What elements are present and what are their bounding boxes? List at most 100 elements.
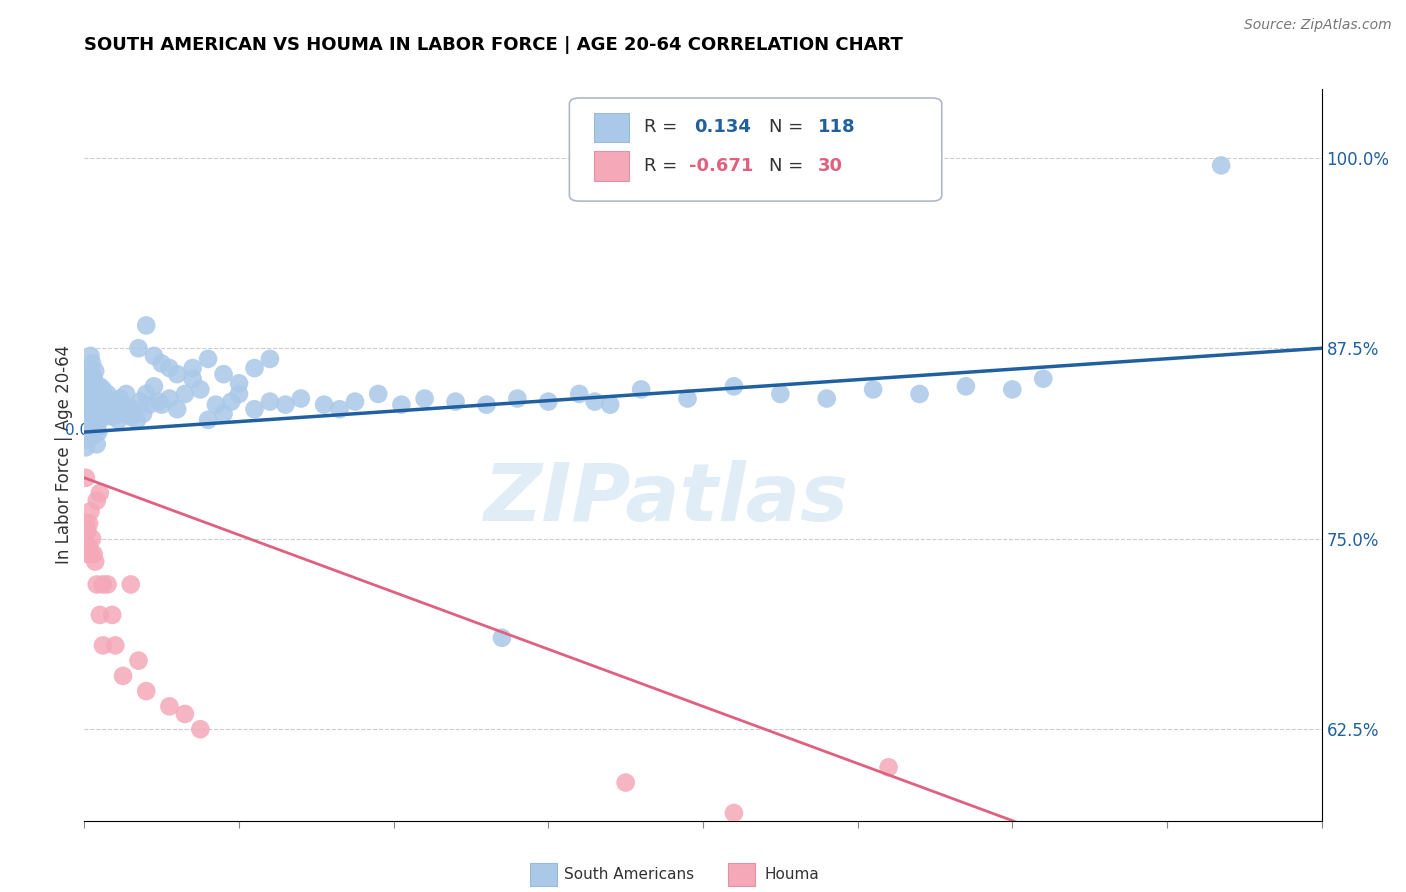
Text: 0.0%: 0.0% xyxy=(65,424,104,439)
Point xyxy=(955,379,977,393)
Point xyxy=(77,383,100,397)
Point xyxy=(125,413,148,427)
Text: R =: R = xyxy=(644,157,682,175)
Point xyxy=(76,547,98,561)
Point xyxy=(314,398,336,412)
Point xyxy=(84,364,107,378)
Point xyxy=(89,607,111,622)
Point xyxy=(83,372,105,386)
Point xyxy=(506,392,529,406)
Point xyxy=(97,577,120,591)
Point xyxy=(100,402,122,417)
Point xyxy=(101,607,124,622)
Point xyxy=(91,383,114,397)
Point xyxy=(188,722,212,736)
Point xyxy=(221,394,243,409)
Point xyxy=(82,409,104,424)
Text: ZIPatlas: ZIPatlas xyxy=(484,459,848,538)
Point xyxy=(79,394,101,409)
Point xyxy=(89,379,111,393)
Point xyxy=(90,407,112,421)
Point xyxy=(112,398,135,412)
Point xyxy=(391,398,413,412)
Point xyxy=(91,402,114,417)
Point xyxy=(75,440,97,454)
Point xyxy=(228,387,250,401)
Point xyxy=(599,398,621,412)
Point xyxy=(143,349,166,363)
Point xyxy=(159,361,181,376)
Point xyxy=(76,433,98,447)
Point xyxy=(82,367,104,381)
Point xyxy=(128,341,150,355)
Point xyxy=(86,379,108,393)
Point xyxy=(94,398,117,412)
Point xyxy=(79,375,101,389)
Point xyxy=(98,394,121,409)
Text: 118: 118 xyxy=(818,119,856,136)
Point xyxy=(135,318,157,333)
Point xyxy=(769,387,792,401)
Point xyxy=(87,407,110,421)
Point xyxy=(77,425,100,439)
Point xyxy=(135,684,157,698)
Point xyxy=(143,379,166,393)
Point xyxy=(83,547,105,561)
Point xyxy=(83,407,105,421)
Point xyxy=(112,669,135,683)
Point xyxy=(630,383,652,397)
Point xyxy=(205,398,228,412)
Point xyxy=(77,361,100,376)
Point xyxy=(166,367,188,381)
Point xyxy=(75,471,97,485)
Point xyxy=(159,699,181,714)
Point xyxy=(815,392,838,406)
Point xyxy=(105,407,128,421)
Point xyxy=(97,407,120,421)
Point xyxy=(82,390,104,404)
Point xyxy=(79,504,101,518)
Point xyxy=(274,398,297,412)
Point xyxy=(344,394,367,409)
Point xyxy=(475,398,498,412)
Point xyxy=(128,654,150,668)
Point xyxy=(166,402,188,417)
Point xyxy=(77,516,100,531)
Point xyxy=(76,387,98,401)
Point xyxy=(87,387,110,401)
Point xyxy=(1032,372,1054,386)
Text: South Americans: South Americans xyxy=(564,867,695,882)
Point xyxy=(150,356,173,370)
Point xyxy=(84,398,107,412)
Point xyxy=(243,402,266,417)
Point xyxy=(82,532,104,546)
Point xyxy=(148,394,170,409)
Point xyxy=(89,486,111,500)
Point xyxy=(614,775,637,789)
Point xyxy=(101,409,124,424)
Text: 30: 30 xyxy=(818,157,844,175)
Point xyxy=(723,379,745,393)
Point xyxy=(84,383,107,397)
Point xyxy=(117,407,139,421)
Point xyxy=(84,555,107,569)
Y-axis label: In Labor Force | Age 20-64: In Labor Force | Age 20-64 xyxy=(55,345,73,565)
Point xyxy=(84,417,107,432)
Point xyxy=(86,422,108,436)
Point xyxy=(329,402,352,417)
Point xyxy=(290,392,312,406)
Point xyxy=(75,417,97,432)
Point xyxy=(76,409,98,424)
Point xyxy=(76,524,98,538)
Bar xyxy=(530,863,557,887)
Point xyxy=(367,387,389,401)
Point xyxy=(583,394,606,409)
Point xyxy=(77,398,100,412)
Point xyxy=(1001,383,1024,397)
Bar xyxy=(728,863,755,887)
Point xyxy=(537,394,560,409)
Point xyxy=(93,392,115,406)
Point xyxy=(159,392,181,406)
Point xyxy=(86,398,108,412)
Point xyxy=(413,392,436,406)
